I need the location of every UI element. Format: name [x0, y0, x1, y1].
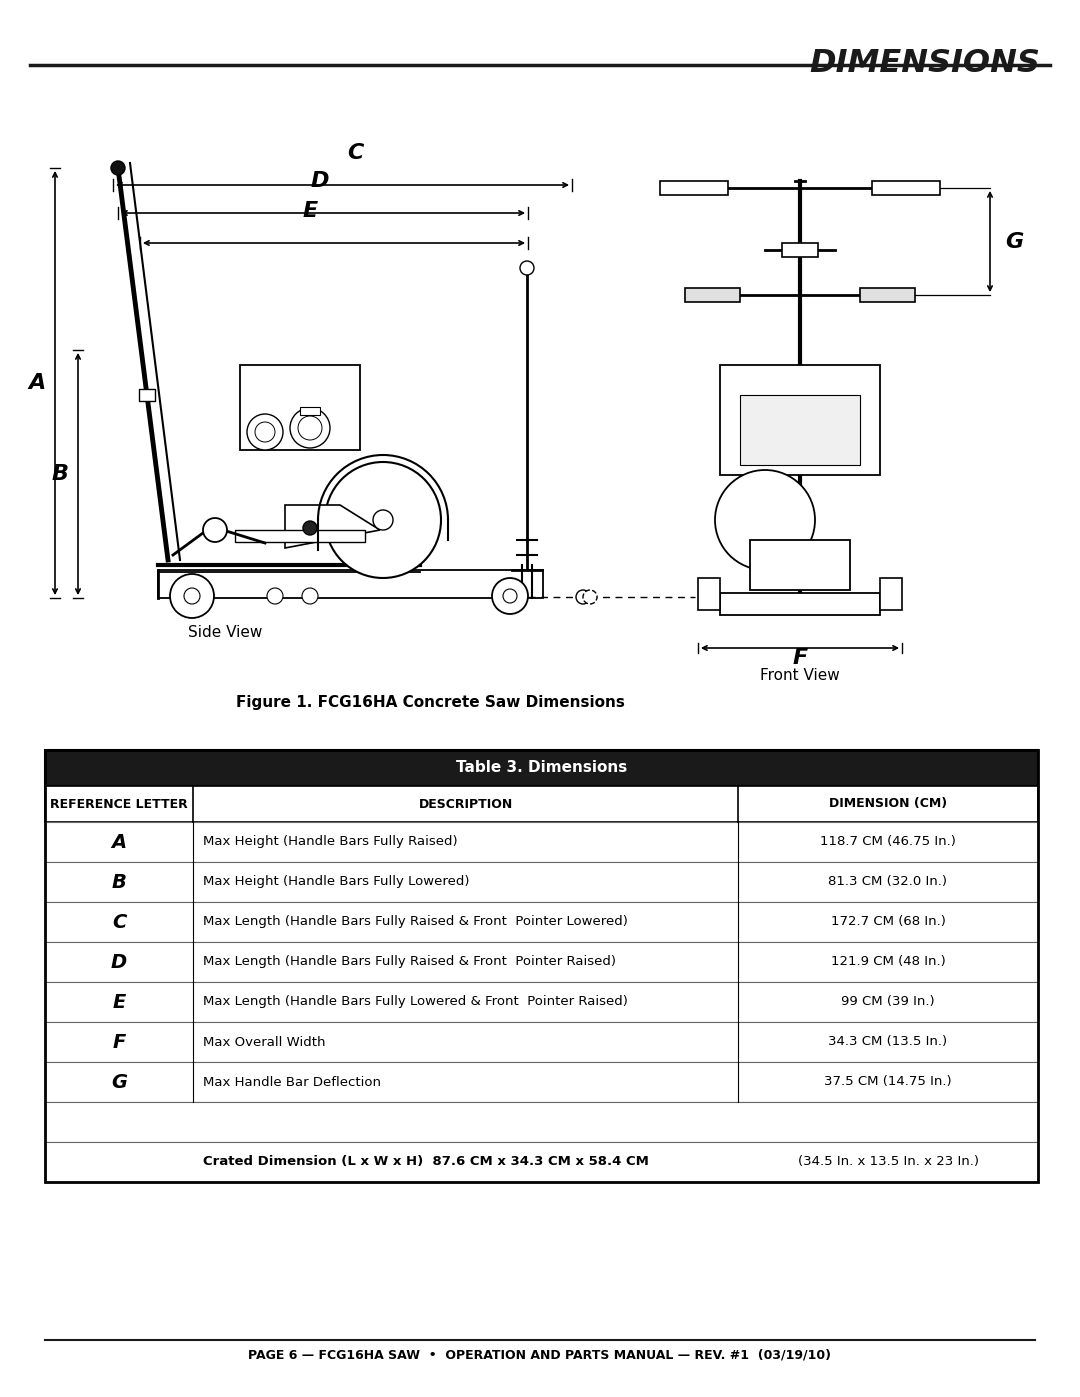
Bar [139, 390, 156, 401]
Circle shape [583, 590, 597, 604]
Bar [720, 592, 880, 615]
Bar [45, 862, 1038, 902]
Text: Max Length (Handle Bars Fully Raised & Front  Pointer Lowered): Max Length (Handle Bars Fully Raised & F… [203, 915, 627, 929]
Text: Max Height (Handle Bars Fully Raised): Max Height (Handle Bars Fully Raised) [203, 835, 458, 848]
Circle shape [576, 590, 590, 604]
Bar [45, 982, 1038, 1023]
Text: DESCRIPTION: DESCRIPTION [418, 798, 513, 810]
Bar [660, 182, 728, 196]
Text: Max Length (Handle Bars Fully Lowered & Front  Pointer Raised): Max Length (Handle Bars Fully Lowered & … [203, 996, 627, 1009]
Text: A: A [28, 373, 45, 393]
Circle shape [715, 469, 815, 570]
Text: 99 CM (39 In.): 99 CM (39 In.) [841, 996, 935, 1009]
Bar [45, 1141, 1038, 1182]
Text: Table 3. Dimensions: Table 3. Dimensions [456, 760, 627, 775]
Text: Max Handle Bar Deflection: Max Handle Bar Deflection [203, 1076, 381, 1088]
Text: C: C [112, 912, 126, 932]
Bar [860, 288, 915, 302]
Circle shape [325, 462, 441, 578]
Text: B: B [52, 464, 68, 483]
Bar [240, 365, 360, 450]
Text: Side View: Side View [188, 624, 262, 640]
Bar [158, 570, 543, 598]
Bar [698, 578, 720, 610]
Bar [45, 1062, 1038, 1102]
Bar [235, 529, 365, 542]
Circle shape [184, 588, 200, 604]
Bar [750, 541, 850, 590]
Text: B: B [111, 873, 126, 891]
Text: 172.7 CM (68 In.): 172.7 CM (68 In.) [831, 915, 945, 929]
Text: G: G [111, 1073, 127, 1091]
Bar [300, 407, 320, 415]
Bar [45, 902, 1038, 942]
Circle shape [492, 578, 528, 615]
Text: Front View: Front View [760, 668, 840, 683]
Circle shape [291, 408, 330, 448]
Bar [685, 288, 740, 302]
Text: Max Height (Handle Bars Fully Lowered): Max Height (Handle Bars Fully Lowered) [203, 876, 470, 888]
Bar [45, 750, 1038, 1182]
Text: 37.5 CM (14.75 In.): 37.5 CM (14.75 In.) [824, 1076, 951, 1088]
Bar [782, 243, 818, 257]
Bar [872, 182, 940, 196]
Bar [45, 787, 1038, 821]
Bar [45, 1102, 1038, 1141]
Text: REFERENCE LETTER: REFERENCE LETTER [50, 798, 188, 810]
Bar [880, 578, 902, 610]
Circle shape [170, 574, 214, 617]
Bar [45, 1023, 1038, 1062]
Text: DIMENSIONS: DIMENSIONS [809, 47, 1040, 80]
Text: DIMENSION (CM): DIMENSION (CM) [829, 798, 947, 810]
Circle shape [247, 414, 283, 450]
Circle shape [203, 518, 227, 542]
Bar [45, 942, 1038, 982]
Bar [45, 821, 1038, 862]
Circle shape [255, 422, 275, 441]
Bar [45, 750, 1038, 787]
Text: C: C [347, 142, 363, 163]
Text: G: G [1005, 232, 1023, 251]
Text: E: E [112, 992, 125, 1011]
Text: Max Length (Handle Bars Fully Raised & Front  Pointer Raised): Max Length (Handle Bars Fully Raised & F… [203, 956, 616, 968]
Text: F: F [793, 648, 808, 668]
Text: Figure 1. FCG16HA Concrete Saw Dimensions: Figure 1. FCG16HA Concrete Saw Dimension… [235, 694, 624, 710]
Text: 81.3 CM (32.0 In.): 81.3 CM (32.0 In.) [828, 876, 947, 888]
Circle shape [503, 590, 517, 604]
Text: 121.9 CM (48 In.): 121.9 CM (48 In.) [831, 956, 945, 968]
Text: D: D [311, 170, 329, 191]
Polygon shape [285, 504, 380, 548]
Bar [720, 365, 880, 475]
Circle shape [373, 510, 393, 529]
Circle shape [298, 416, 322, 440]
Text: A: A [111, 833, 126, 852]
Text: 118.7 CM (46.75 In.): 118.7 CM (46.75 In.) [820, 835, 956, 848]
Text: PAGE 6 — FCG16HA SAW  •  OPERATION AND PARTS MANUAL — REV. #1  (03/19/10): PAGE 6 — FCG16HA SAW • OPERATION AND PAR… [248, 1348, 832, 1361]
Text: 34.3 CM (13.5 In.): 34.3 CM (13.5 In.) [828, 1035, 947, 1049]
Circle shape [302, 588, 318, 604]
Text: Crated Dimension (L x W x H)  87.6 CM x 34.3 CM x 58.4 CM: Crated Dimension (L x W x H) 87.6 CM x 3… [203, 1155, 649, 1168]
Text: D: D [111, 953, 127, 971]
Text: F: F [112, 1032, 125, 1052]
Circle shape [267, 588, 283, 604]
Circle shape [111, 161, 125, 175]
Bar [740, 395, 860, 465]
Circle shape [519, 261, 534, 275]
Text: Max Overall Width: Max Overall Width [203, 1035, 325, 1049]
Circle shape [303, 521, 318, 535]
Text: E: E [302, 201, 318, 221]
Text: (34.5 In. x 13.5 In. x 23 In.): (34.5 In. x 13.5 In. x 23 In.) [797, 1155, 978, 1168]
